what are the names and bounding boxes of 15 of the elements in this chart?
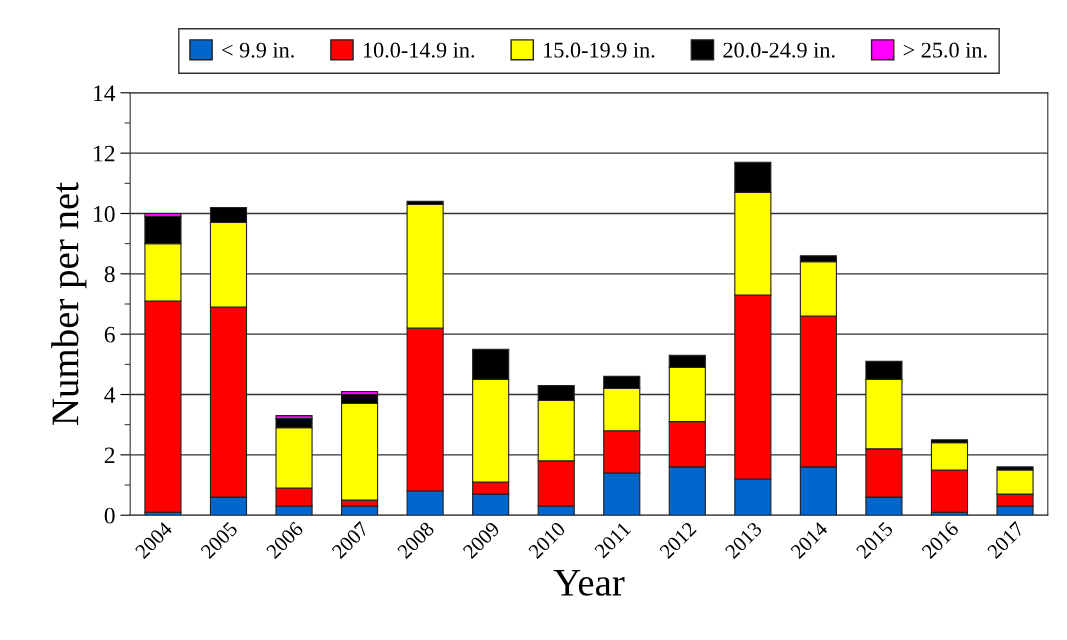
y-tick-label: 14 bbox=[94, 85, 116, 101]
legend-label: 15.0-19.9 in. bbox=[544, 42, 655, 58]
legend-label: > 25.0 in. bbox=[903, 42, 987, 58]
y-tick-label: 12 bbox=[94, 145, 115, 162]
x-axis-title: Year bbox=[553, 569, 625, 596]
y-tick-label: 2 bbox=[104, 447, 115, 464]
legend-label: 20.0-24.9 in. bbox=[723, 42, 835, 58]
y-tick-label: 10 bbox=[94, 205, 115, 222]
legend-label: 10.0-14.9 in. bbox=[363, 42, 475, 58]
legend-label: < 9.9 in. bbox=[222, 42, 294, 58]
y-tick-label: 8 bbox=[104, 266, 115, 283]
y-tick-label: 0 bbox=[104, 507, 115, 524]
y-tick-label: 4 bbox=[104, 387, 116, 403]
y-tick-label: 6 bbox=[104, 326, 115, 343]
y-axis-title: Number per net bbox=[51, 182, 87, 425]
